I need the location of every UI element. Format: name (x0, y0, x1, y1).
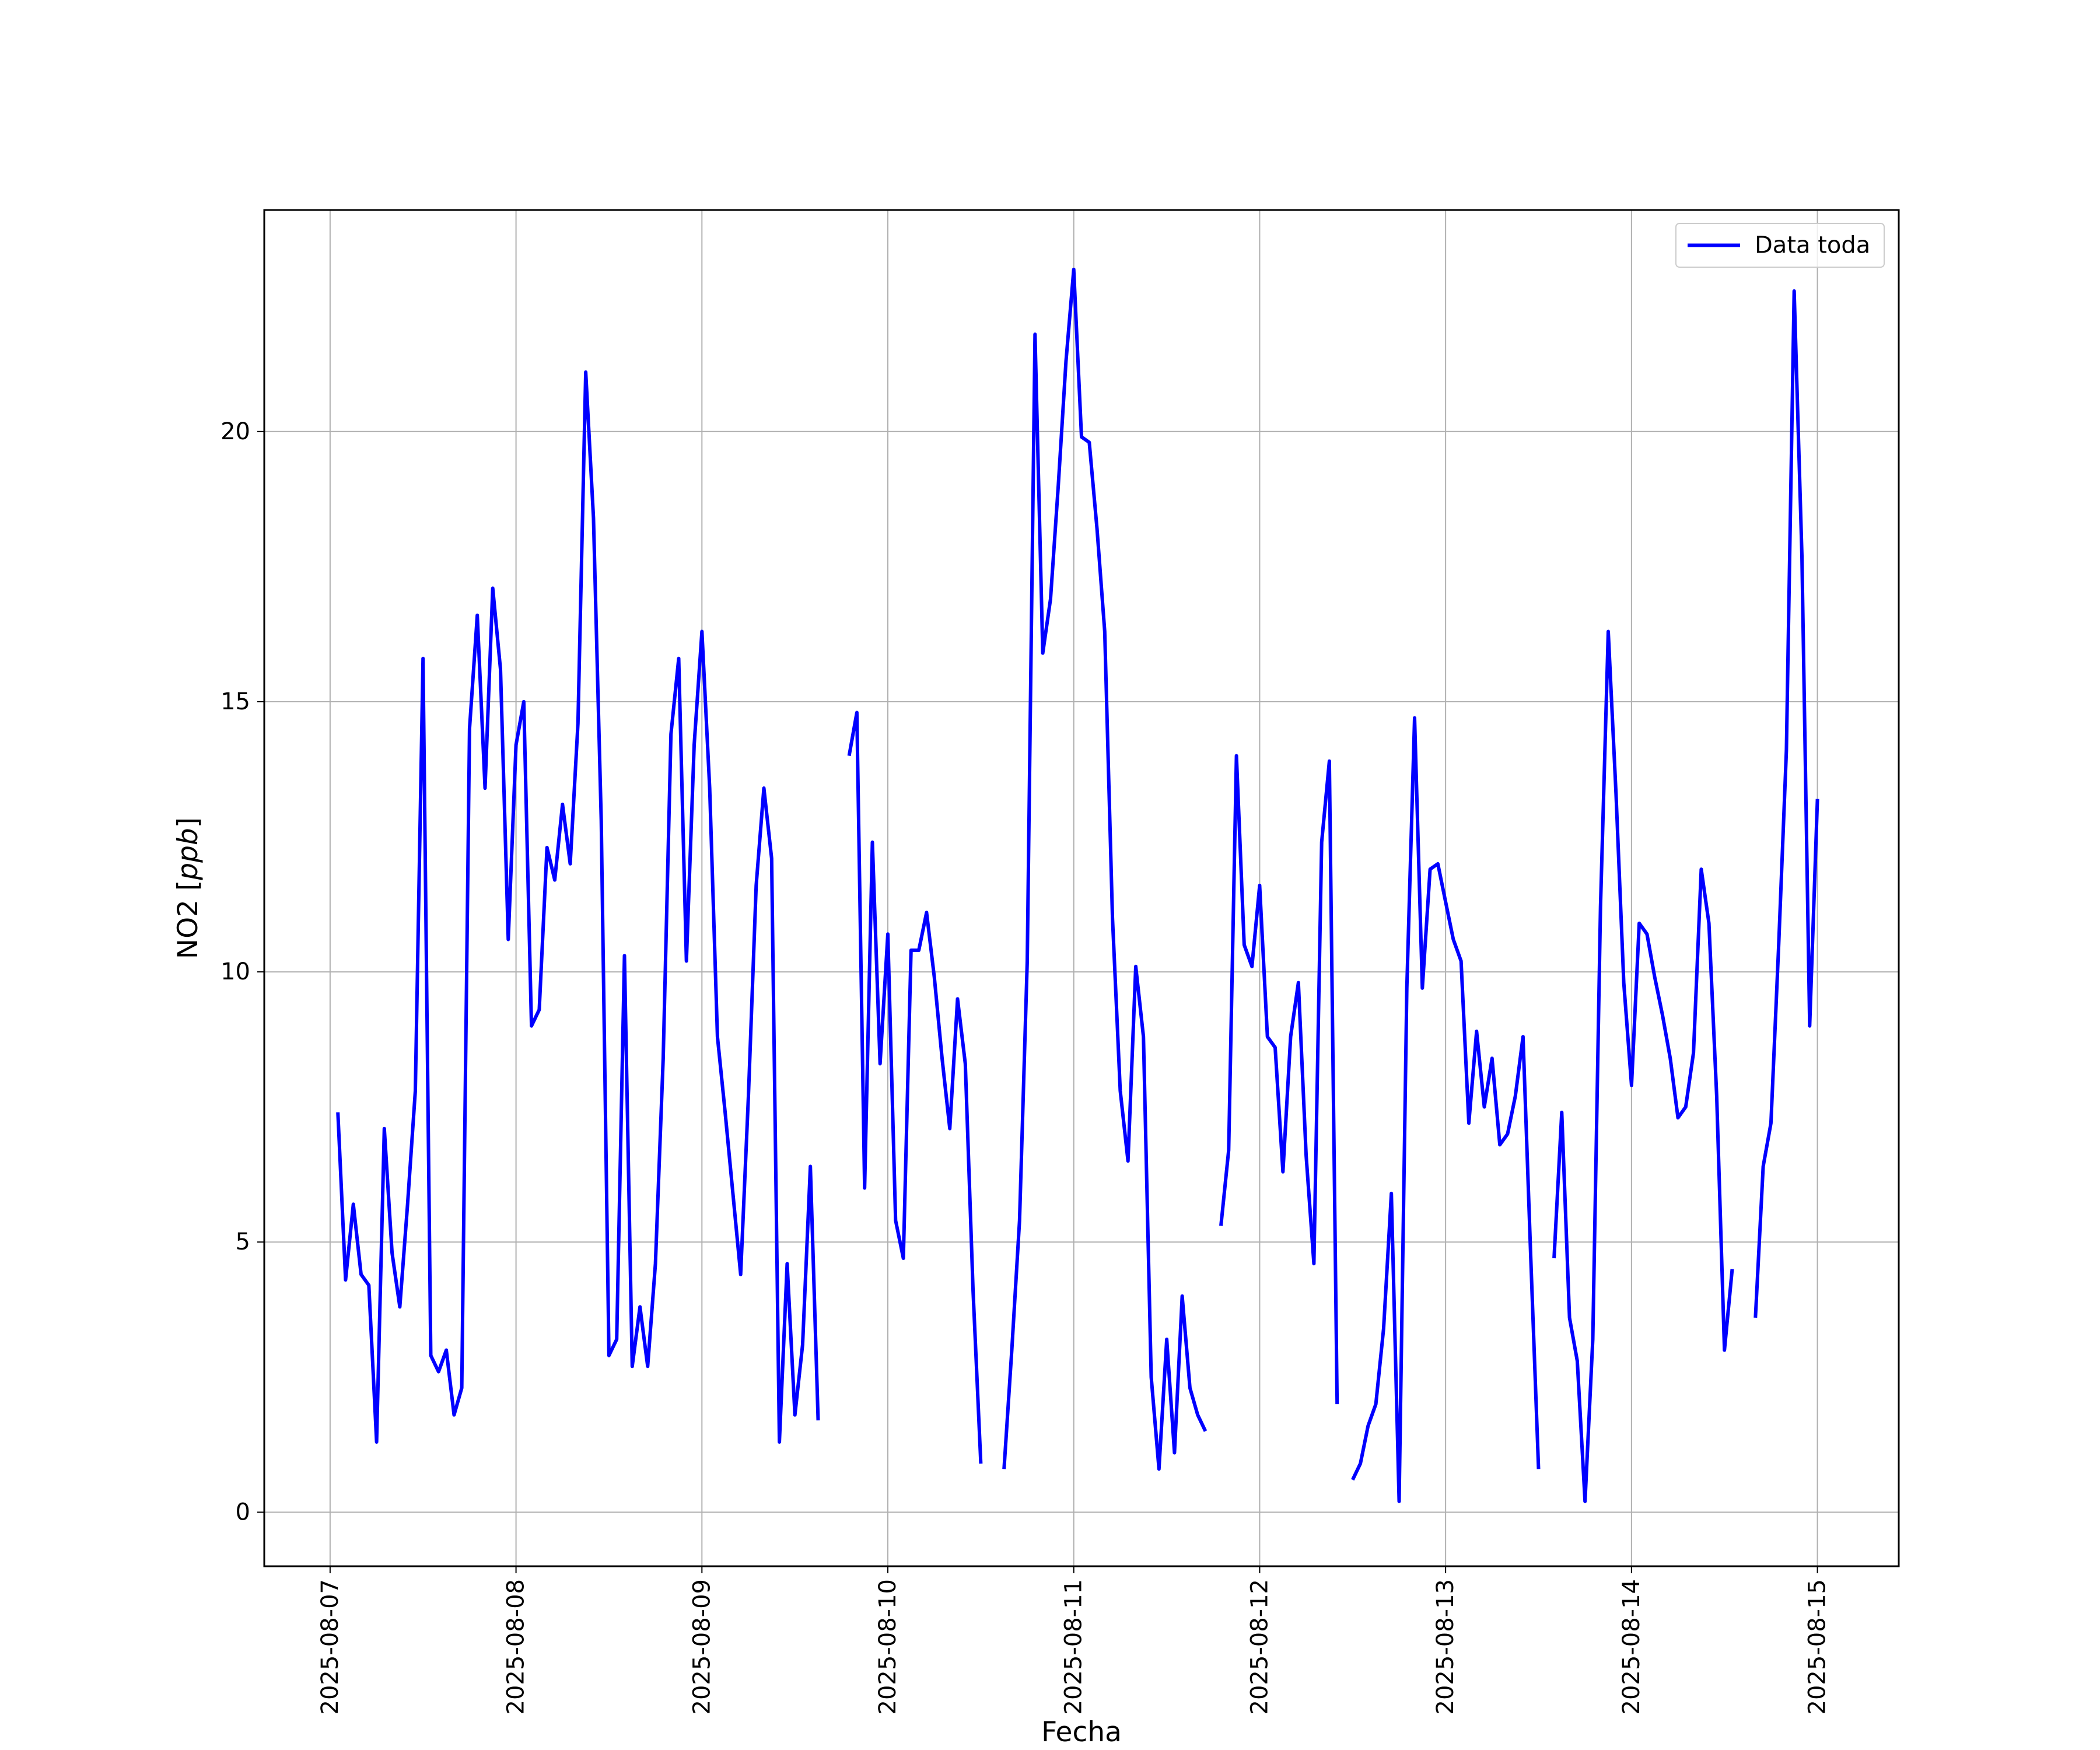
y-axis-label-prefix: NO2 [ (172, 880, 204, 959)
series-line-segment (336, 370, 820, 1444)
series-line-segment (847, 710, 983, 1464)
y-tick-label: 20 (220, 418, 250, 445)
x-tick-label: 2025-08-10 (874, 1579, 901, 1714)
legend: Data toda (1675, 223, 1885, 268)
x-axis-label: Fecha (1041, 1716, 1122, 1748)
x-tick-label: 2025-08-12 (1246, 1579, 1273, 1714)
y-tick-label: 10 (220, 958, 250, 985)
x-tick-label: 2025-08-08 (503, 1579, 530, 1714)
x-tick-label: 2025-08-07 (317, 1579, 344, 1714)
legend-label: Data toda (1755, 232, 1870, 259)
x-tick-label: 2025-08-15 (1804, 1579, 1831, 1714)
y-tick-label: 15 (220, 688, 250, 715)
series-line-segment (1552, 629, 1734, 1503)
x-tick-label: 2025-08-11 (1060, 1579, 1087, 1714)
x-tick-label: 2025-08-13 (1432, 1579, 1459, 1714)
x-axis-ticks: 2025-08-07 2025-08-08 2025-08-09 2025-08-10… (317, 1566, 1831, 1714)
series-line-segment (1002, 267, 1208, 1471)
series-line-segment (1754, 289, 1819, 1318)
y-axis-ticks: 0 5 10 15 20 (220, 418, 264, 1525)
y-axis-label-unit: ppb (172, 828, 204, 881)
x-tick-label: 2025-08-09 (688, 1579, 715, 1714)
plot-area-frame (263, 209, 1900, 1567)
legend-box (1675, 223, 1885, 268)
y-axis-label: NO2 [ppb] (172, 817, 204, 959)
y-tick-label: 5 (236, 1228, 250, 1255)
y-tick-label: 0 (236, 1499, 250, 1525)
data-lines (336, 267, 1819, 1503)
y-axis-label-suffix: ] (172, 817, 204, 828)
series-line-segment (1351, 716, 1541, 1503)
series-line-segment (1219, 754, 1339, 1405)
x-tick-label: 2025-08-14 (1618, 1579, 1645, 1714)
